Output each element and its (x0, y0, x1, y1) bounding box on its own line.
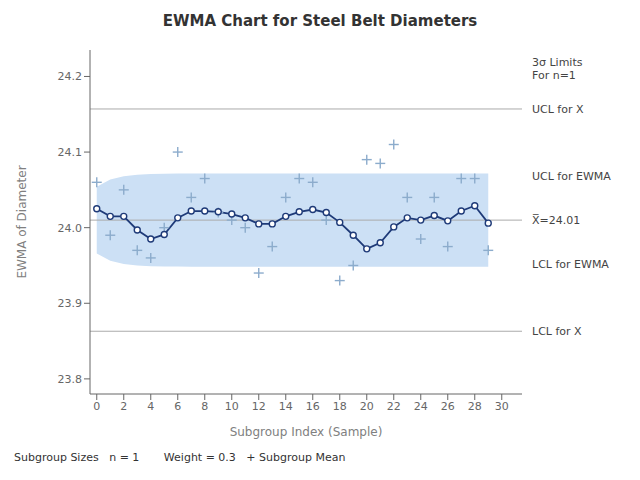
html-text:EWMA Chart for Steel Belt Diam: EWMA Chart for Steel Belt Diameters (162, 12, 478, 30)
svg-text:24.0: 24.0 (58, 222, 83, 235)
svg-text:UCL for X: UCL for X (532, 102, 584, 115)
svg-text:24: 24 (414, 400, 428, 413)
svg-text:16: 16 (306, 400, 320, 413)
svg-text:UCL for EWMA: UCL for EWMA (532, 170, 611, 183)
svg-text:LCL for EWMA: LCL for EWMA (532, 257, 609, 270)
svg-text:26: 26 (441, 400, 455, 413)
svg-text:0: 0 (93, 400, 100, 413)
svg-text:18: 18 (333, 400, 347, 413)
svg-text:23.8: 23.8 (58, 373, 83, 386)
svg-text:22: 22 (387, 400, 401, 413)
svg-text:EWMA of Diameter: EWMA of Diameter (15, 165, 29, 278)
svg-text:6: 6 (174, 400, 181, 413)
svg-text:23.9: 23.9 (58, 297, 83, 310)
svg-text:10: 10 (225, 400, 239, 413)
svg-text:20: 20 (360, 400, 374, 413)
svg-text:4: 4 (147, 400, 154, 413)
svg-text:12: 12 (252, 400, 266, 413)
svg-text:28: 28 (468, 400, 482, 413)
svg-text:24.2: 24.2 (58, 70, 83, 83)
svg-text:LCL for X: LCL for X (532, 325, 582, 338)
svg-text:24.1: 24.1 (58, 146, 83, 159)
svg-text:14: 14 (279, 400, 293, 413)
svg-text:8: 8 (201, 400, 208, 413)
html-text:Subgroup Sizes n = 1 Weight =: Subgroup Sizes n = 1 Weight = 0.3 + Subg… (14, 451, 346, 464)
svg-text:30: 30 (495, 400, 509, 413)
svg-text:Subgroup Index (Sample): Subgroup Index (Sample) (230, 425, 383, 439)
svg-text:X̅=24.01: X̅=24.01 (532, 214, 580, 227)
svg-text:3σ LimitsFor n=1: 3σ LimitsFor n=1 (532, 56, 583, 82)
svg-text:2: 2 (120, 400, 127, 413)
